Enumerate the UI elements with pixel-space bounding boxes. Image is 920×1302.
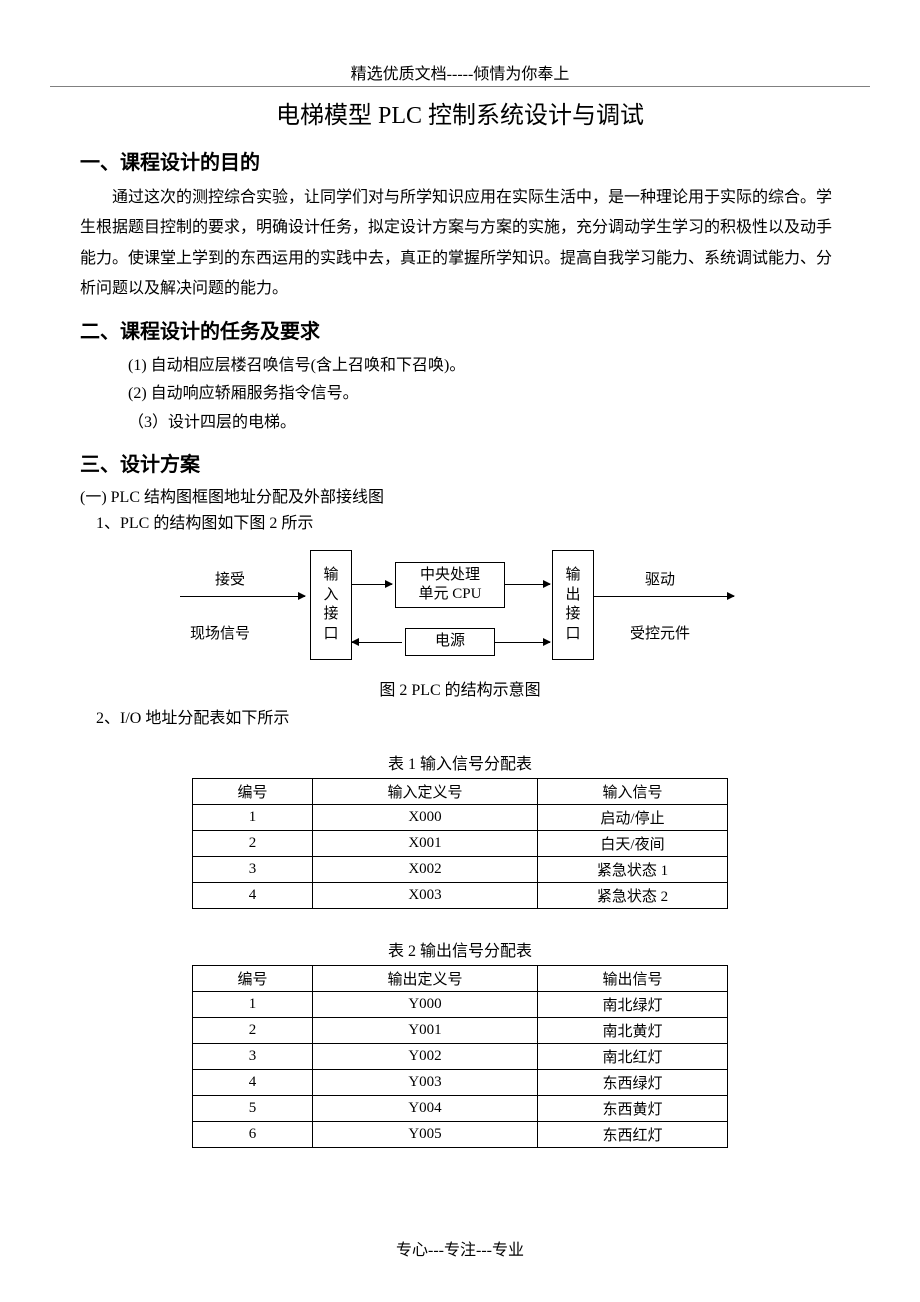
arrow-icon (180, 596, 305, 597)
figure-caption: 图 2 PLC 的结构示意图 (80, 676, 840, 700)
section-2-heading: 二、课程设计的任务及要求 (80, 315, 840, 344)
table-row: 6Y005东西红灯 (193, 1121, 728, 1147)
table-header: 输出定义号 (313, 965, 538, 991)
arrow-icon (505, 584, 550, 585)
table-header: 输出信号 (538, 965, 728, 991)
table-row: 4X003紧急状态 2 (193, 882, 728, 908)
table-header-row: 编号 输入定义号 输入信号 (193, 778, 728, 804)
section-3-heading: 三、设计方案 (80, 448, 840, 477)
subsection-item: 1、PLC 的结构图如下图 2 所示 (96, 511, 840, 537)
header-divider (50, 86, 870, 87)
diagram-label-field-signal: 现场信号 (190, 622, 250, 643)
table-header: 编号 (193, 965, 313, 991)
table-row: 5Y004东西黄灯 (193, 1095, 728, 1121)
table-header: 输入定义号 (313, 778, 538, 804)
plc-diagram: 接受 现场信号 输 入 接 口 中央处理 单元 CPU 电源 输 出 接 口 驱… (80, 550, 840, 670)
section-1-body: 通过这次的测控综合实验，让同学们对与所学知识应用在实际生活中，是一种理论用于实际… (80, 183, 840, 305)
diagram-box-cpu: 中央处理 单元 CPU (395, 562, 505, 608)
page-header: 精选优质文档-----倾情为你奉上 (80, 60, 840, 84)
diagram-label-controlled: 受控元件 (630, 622, 690, 643)
table-1-caption: 表 1 输入信号分配表 (80, 750, 840, 774)
table-2-caption: 表 2 输出信号分配表 (80, 937, 840, 961)
diagram-box-power: 电源 (405, 628, 495, 656)
list-item: (1) 自动相应层楼召唤信号(含上召唤和下召唤)。 (128, 352, 840, 381)
input-signal-table: 编号 输入定义号 输入信号 1X000启动/停止 2X001白天/夜间 3X00… (192, 778, 728, 909)
table-header: 输入信号 (538, 778, 728, 804)
table-row: 4Y003东西绿灯 (193, 1069, 728, 1095)
diagram-box-output: 输 出 接 口 (552, 550, 594, 660)
list-item: （3）设计四层的电梯。 (128, 409, 840, 438)
table-header-row: 编号 输出定义号 输出信号 (193, 965, 728, 991)
diagram-label-drive: 驱动 (645, 568, 675, 589)
document-title: 电梯模型 PLC 控制系统设计与调试 (80, 95, 840, 130)
table-row: 1Y000南北绿灯 (193, 991, 728, 1017)
table-header: 编号 (193, 778, 313, 804)
subsection-heading: (一) PLC 结构图框图地址分配及外部接线图 (80, 485, 840, 511)
table-row: 1X000启动/停止 (193, 804, 728, 830)
table-row: 3X002紧急状态 1 (193, 856, 728, 882)
arrow-icon (495, 642, 550, 643)
diagram-label-accept: 接受 (215, 568, 245, 589)
arrow-icon (352, 584, 392, 585)
arrow-icon (594, 596, 734, 597)
subsection-item: 2、I/O 地址分配表如下所示 (96, 706, 840, 732)
table-row: 2X001白天/夜间 (193, 830, 728, 856)
arrow-icon (352, 642, 402, 643)
page-footer: 专心---专注---专业 (0, 1236, 920, 1260)
table-row: 3Y002南北红灯 (193, 1043, 728, 1069)
output-signal-table: 编号 输出定义号 输出信号 1Y000南北绿灯 2Y001南北黄灯 3Y002南… (192, 965, 728, 1148)
diagram-box-input: 输 入 接 口 (310, 550, 352, 660)
list-item: (2) 自动响应轿厢服务指令信号。 (128, 380, 840, 409)
section-1-heading: 一、课程设计的目的 (80, 146, 840, 175)
table-row: 2Y001南北黄灯 (193, 1017, 728, 1043)
